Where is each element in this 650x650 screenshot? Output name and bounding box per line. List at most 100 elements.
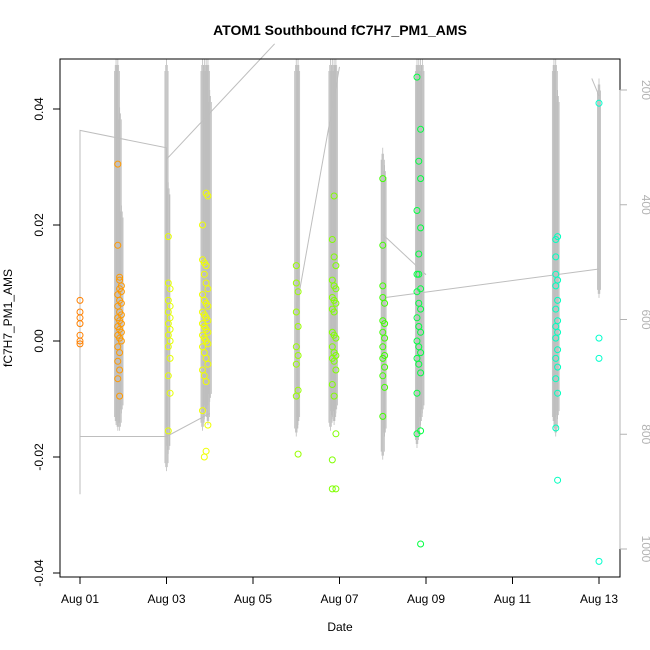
data-point (330, 192, 338, 200)
x-tick-label: Aug 03 (147, 592, 185, 606)
data-point (415, 360, 423, 368)
data-point (76, 337, 84, 345)
data-point (166, 354, 174, 362)
data-point (292, 308, 300, 316)
data-point (328, 456, 336, 464)
y-tick-label: -0.04 (32, 559, 46, 587)
data-point (379, 175, 387, 183)
y2-tick-label: 400 (639, 195, 650, 215)
data-point (332, 430, 340, 438)
data-point (117, 282, 125, 290)
data-point (595, 557, 603, 565)
data-point (554, 363, 562, 371)
data-point (202, 378, 210, 386)
data-point (554, 476, 562, 484)
data-point (554, 233, 562, 241)
data-point (417, 540, 425, 548)
data-point (379, 372, 387, 380)
data-point (379, 354, 387, 362)
data-point (415, 157, 423, 165)
y2-tick-label: 600 (639, 309, 650, 329)
data-point (330, 253, 338, 261)
data-point (417, 175, 425, 183)
data-point (552, 305, 560, 313)
data-point (76, 340, 84, 348)
y-tick-label: -0.02 (32, 443, 46, 471)
data-point (417, 125, 425, 133)
data-point (294, 288, 302, 296)
data-point (116, 273, 124, 281)
data-point (381, 334, 389, 342)
axes-layer: Aug 01 Aug 03 Aug 05 Aug 07 Aug 09 Aug 11 Aug … (32, 58, 650, 606)
data-point (164, 427, 172, 435)
data-point (413, 389, 421, 397)
data-point (200, 270, 208, 278)
data-point (114, 241, 122, 249)
data-point (76, 296, 84, 304)
data-point (381, 320, 389, 328)
data-point (379, 343, 387, 351)
data-point (332, 299, 340, 307)
data-point (595, 334, 603, 342)
x-tick-label: Aug 01 (61, 592, 99, 606)
data-point (328, 381, 336, 388)
data-point (379, 412, 387, 420)
data-point (204, 317, 212, 325)
data-point (552, 253, 560, 261)
data-point (294, 450, 302, 458)
data-point (164, 233, 172, 241)
data-point (415, 270, 423, 278)
chart-title: ATOM1 Southbound fC7H7_PM1_AMS (213, 22, 467, 38)
data-point (200, 453, 208, 461)
data-point (554, 346, 562, 354)
y-axis-label: fC7H7_PM1_AMS (1, 269, 15, 367)
data-point (204, 302, 212, 310)
data-point (381, 383, 389, 391)
data-point (204, 192, 212, 200)
data-point (294, 323, 302, 330)
x-tick-label: Aug 11 (494, 592, 531, 606)
data-point (332, 285, 340, 293)
data-point (204, 421, 212, 429)
y2-tick-label: 200 (639, 80, 650, 100)
data-point (114, 375, 122, 383)
data-point (164, 343, 172, 351)
data-point (381, 299, 389, 307)
y-tick-label: 0.04 (32, 97, 46, 121)
data-point (554, 296, 562, 304)
data-point (415, 250, 423, 258)
data-point (417, 224, 425, 232)
data-point (552, 354, 560, 362)
data-point (202, 262, 210, 270)
x-tick-label: Aug 09 (407, 592, 445, 606)
data-point (413, 314, 421, 322)
data-point (294, 352, 302, 359)
data-point (552, 334, 560, 342)
data-point (554, 389, 562, 397)
data-point (417, 349, 425, 357)
data-point (204, 328, 212, 336)
data-point (332, 366, 340, 374)
data-point (199, 407, 206, 415)
trace-segment (166, 43, 275, 160)
data-point (379, 241, 387, 249)
data-point (413, 207, 421, 214)
data-point (595, 354, 603, 362)
data-point (332, 262, 340, 270)
data-point (552, 424, 560, 432)
data-point (114, 357, 122, 365)
data-point (552, 375, 560, 383)
data-point (292, 392, 300, 400)
data-point (292, 262, 300, 270)
data-point (552, 282, 560, 290)
x-tick-label: Aug 13 (580, 592, 618, 606)
data-point (292, 360, 300, 368)
data-point (330, 392, 338, 400)
data-point (332, 334, 340, 342)
data-point (413, 73, 421, 81)
data-point (417, 328, 425, 336)
x-axis-label: Date (327, 620, 353, 634)
data-point (166, 389, 174, 397)
